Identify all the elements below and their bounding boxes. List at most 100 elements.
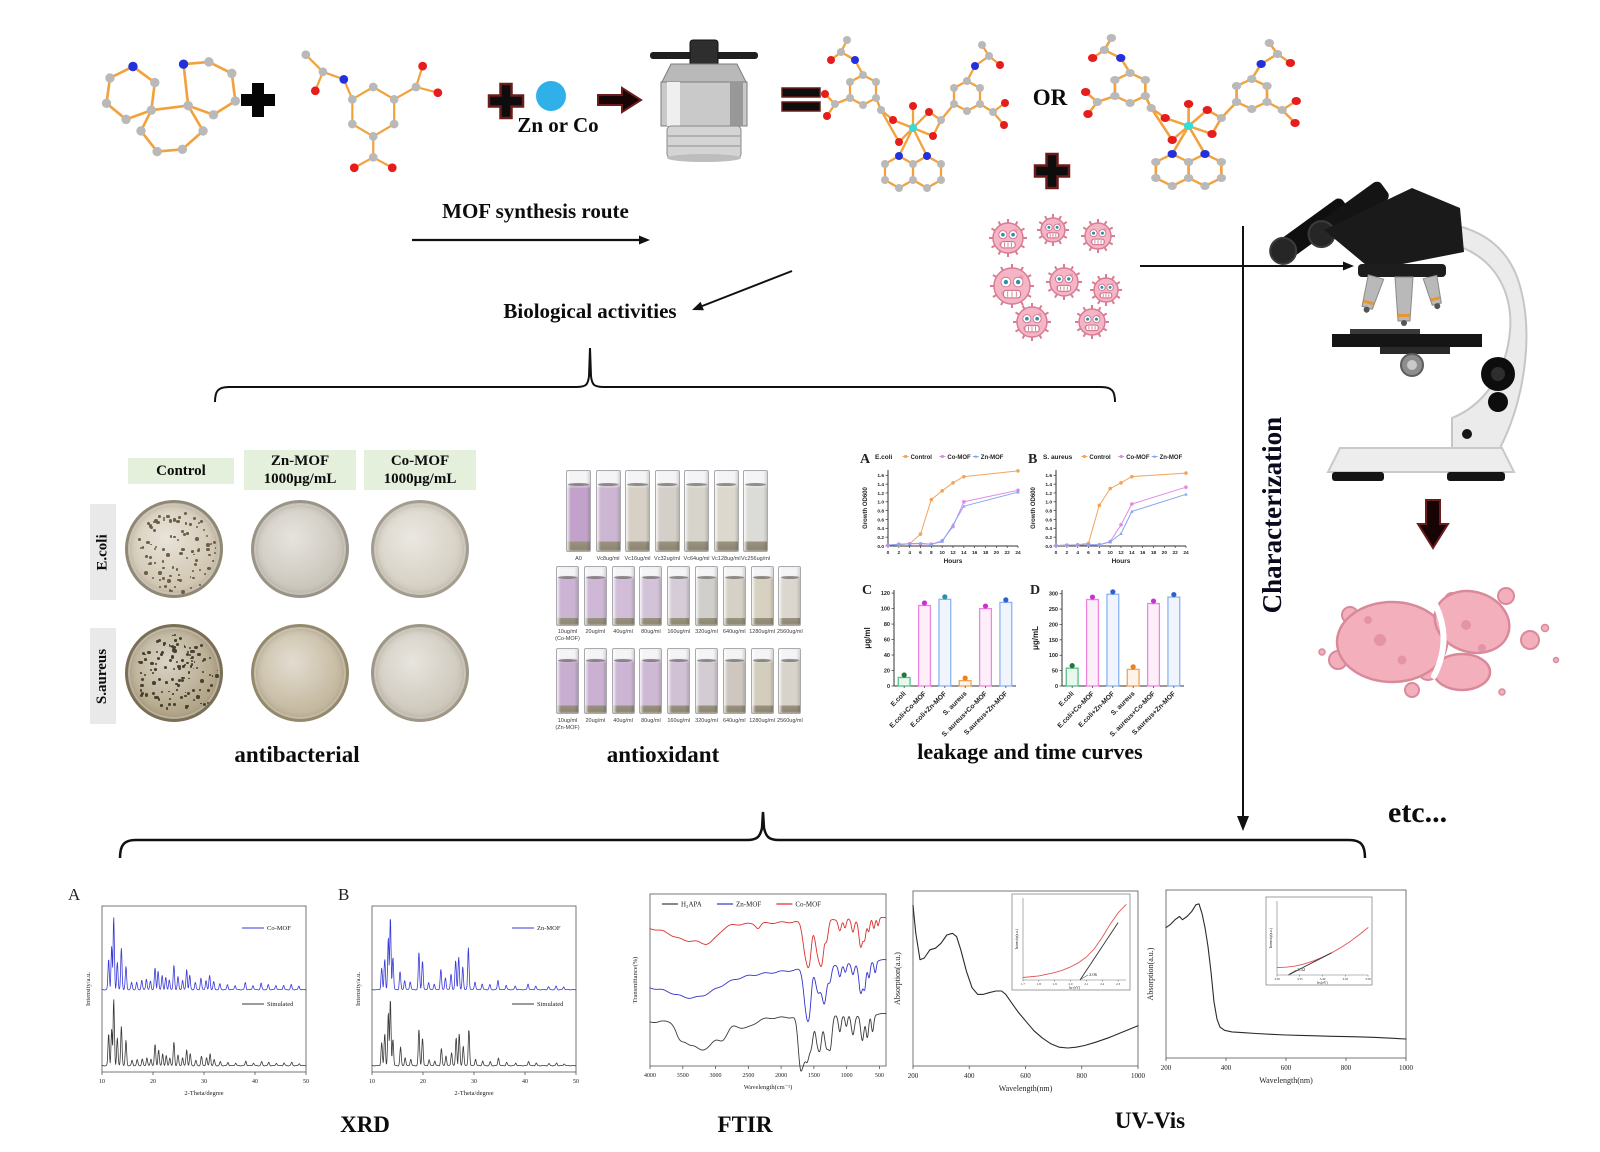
- cuvette: [722, 648, 746, 714]
- autoclave-icon: [650, 39, 758, 162]
- svg-text:S. aureus: S. aureus: [1043, 454, 1073, 461]
- xrd-chart-comof: A 10 20 30 40 50 2-Theta/degree Intensity/a.u. C…: [68, 885, 309, 1097]
- bacteria-icon: [1080, 218, 1115, 254]
- svg-text:Simulated: Simulated: [267, 1001, 294, 1008]
- svg-text:0: 0: [1055, 550, 1058, 556]
- svg-text:1.9: 1.9: [1053, 982, 1057, 986]
- svg-text:0.4: 0.4: [1045, 526, 1052, 532]
- svg-text:1500: 1500: [808, 1073, 820, 1079]
- cuvette: [778, 648, 802, 714]
- cuvette-label: 160ug/ml: [667, 718, 691, 724]
- svg-text:10: 10: [99, 1079, 105, 1085]
- svg-text:14: 14: [961, 550, 967, 556]
- h2apa-molecule: [301, 50, 443, 173]
- svg-text:Co-MOF: Co-MOF: [947, 455, 971, 461]
- reaction-arrow-icon: [597, 86, 643, 114]
- arrow-down-icon: [1416, 499, 1450, 550]
- petri-dish: [125, 500, 223, 598]
- cuvette: [750, 648, 774, 714]
- svg-text:20: 20: [150, 1079, 156, 1085]
- svg-text:2: 2: [897, 550, 900, 556]
- svg-text:22: 22: [1172, 550, 1178, 556]
- bacteria-icon: [1036, 213, 1069, 247]
- cuvette-label: 2560ug/ml: [777, 718, 803, 724]
- strain-row-label: S.aureus: [90, 628, 116, 724]
- or-label: OR: [1032, 85, 1068, 110]
- svg-text:Hours: Hours: [1112, 558, 1131, 565]
- svg-text:B: B: [338, 885, 349, 904]
- cuvette: [654, 470, 680, 552]
- svg-text:C: C: [862, 583, 872, 598]
- svg-text:40: 40: [522, 1079, 528, 1085]
- svg-text:100: 100: [881, 607, 890, 613]
- cuvette: [722, 566, 746, 626]
- svg-text:Control: Control: [1089, 455, 1111, 461]
- mof-structure-1: [821, 36, 1009, 192]
- condition-header: Zn-MOF 1000μg/mL: [244, 450, 356, 490]
- svg-text:20: 20: [1162, 550, 1168, 556]
- svg-text:1000: 1000: [1399, 1064, 1414, 1072]
- bacteria-icon: [1089, 273, 1122, 307]
- svg-text:250: 250: [1049, 607, 1058, 613]
- svg-text:12: 12: [1118, 550, 1124, 556]
- svg-text:E.coli+Zn-MOF: E.coli+Zn-MOF: [1078, 690, 1117, 729]
- svg-text:Absorption(a.u.): Absorption(a.u.): [893, 952, 902, 1005]
- svg-text:2: 2: [1065, 550, 1068, 556]
- svg-text:1.4: 1.4: [1045, 482, 1052, 488]
- svg-text:hv(eV): hv(eV): [1317, 981, 1328, 985]
- cuvette: [639, 648, 663, 714]
- cuvette-label: Vc8ug/ml: [596, 556, 620, 562]
- cuvette-label: 20ug/ml: [585, 718, 606, 724]
- svg-text:12: 12: [950, 550, 956, 556]
- svg-text:B: B: [1028, 452, 1037, 467]
- cuvette-label: Vc64ug/ml: [683, 556, 710, 562]
- plus-icon: [241, 83, 275, 117]
- svg-text:1.8: 1.8: [1037, 982, 1041, 986]
- uvvis-chart-znmof: 200 400 600 800 1000 Wavelength(nm) Absorption…: [1146, 889, 1414, 1085]
- svg-text:800: 800: [1341, 1064, 1352, 1072]
- svg-text:120: 120: [881, 591, 890, 597]
- bacteria-icon: [1074, 304, 1109, 340]
- svg-text:0.4: 0.4: [877, 526, 884, 532]
- svg-text:1000: 1000: [841, 1073, 853, 1079]
- svg-text:0.0: 0.0: [1045, 544, 1052, 550]
- svg-text:30: 30: [471, 1079, 477, 1085]
- petri-dish: [251, 624, 349, 722]
- condition-header: Co-MOF 1000μg/mL: [364, 450, 476, 490]
- equals-icon: [781, 87, 821, 98]
- svg-text:Zn-MOF: Zn-MOF: [981, 455, 1004, 461]
- cuvette: [778, 566, 802, 626]
- lysed-bacteria-icon: [1318, 587, 1560, 698]
- ftir-chart: 4000 3500 3000 2500 2000 1500 1000 500 Wavelengt…: [632, 893, 887, 1091]
- svg-text:4: 4: [908, 550, 911, 556]
- leakage-title: leakage and time curves: [917, 739, 1143, 764]
- svg-text:100: 100: [1049, 653, 1058, 659]
- svg-text:40: 40: [252, 1079, 258, 1085]
- svg-text:Growth OD600: Growth OD600: [863, 487, 869, 529]
- strain-row-label: E.coli: [90, 504, 116, 600]
- svg-text:8: 8: [1098, 550, 1101, 556]
- cuvette-label: A0: [575, 556, 582, 562]
- svg-text:3500: 3500: [677, 1073, 689, 1079]
- svg-text:600: 600: [1281, 1064, 1292, 1072]
- svg-text:Simulated: Simulated: [537, 1001, 564, 1008]
- svg-text:1.4: 1.4: [877, 482, 884, 488]
- svg-text:2000: 2000: [775, 1073, 787, 1079]
- svg-text:0: 0: [887, 684, 890, 690]
- uvvis-label: UV-Vis: [1114, 1108, 1186, 1133]
- xrd-label: XRD: [340, 1112, 390, 1137]
- cuvette-label: 1280ug/ml: [749, 718, 775, 724]
- svg-text:18: 18: [1151, 550, 1157, 556]
- cuvette-label: 80ug/ml: [641, 718, 661, 724]
- synthesis-route-label: MOF synthesis route: [442, 199, 629, 223]
- svg-text:E.coli+Co-MOF: E.coli+Co-MOF: [1057, 690, 1096, 729]
- svg-text:0.0: 0.0: [877, 544, 884, 550]
- svg-text:50: 50: [1052, 669, 1058, 675]
- svg-text:10: 10: [369, 1079, 375, 1085]
- svg-text:0.2: 0.2: [1045, 535, 1052, 541]
- svg-text:150: 150: [1049, 638, 1058, 644]
- cuvette-label: 320ug/ml: [695, 718, 718, 724]
